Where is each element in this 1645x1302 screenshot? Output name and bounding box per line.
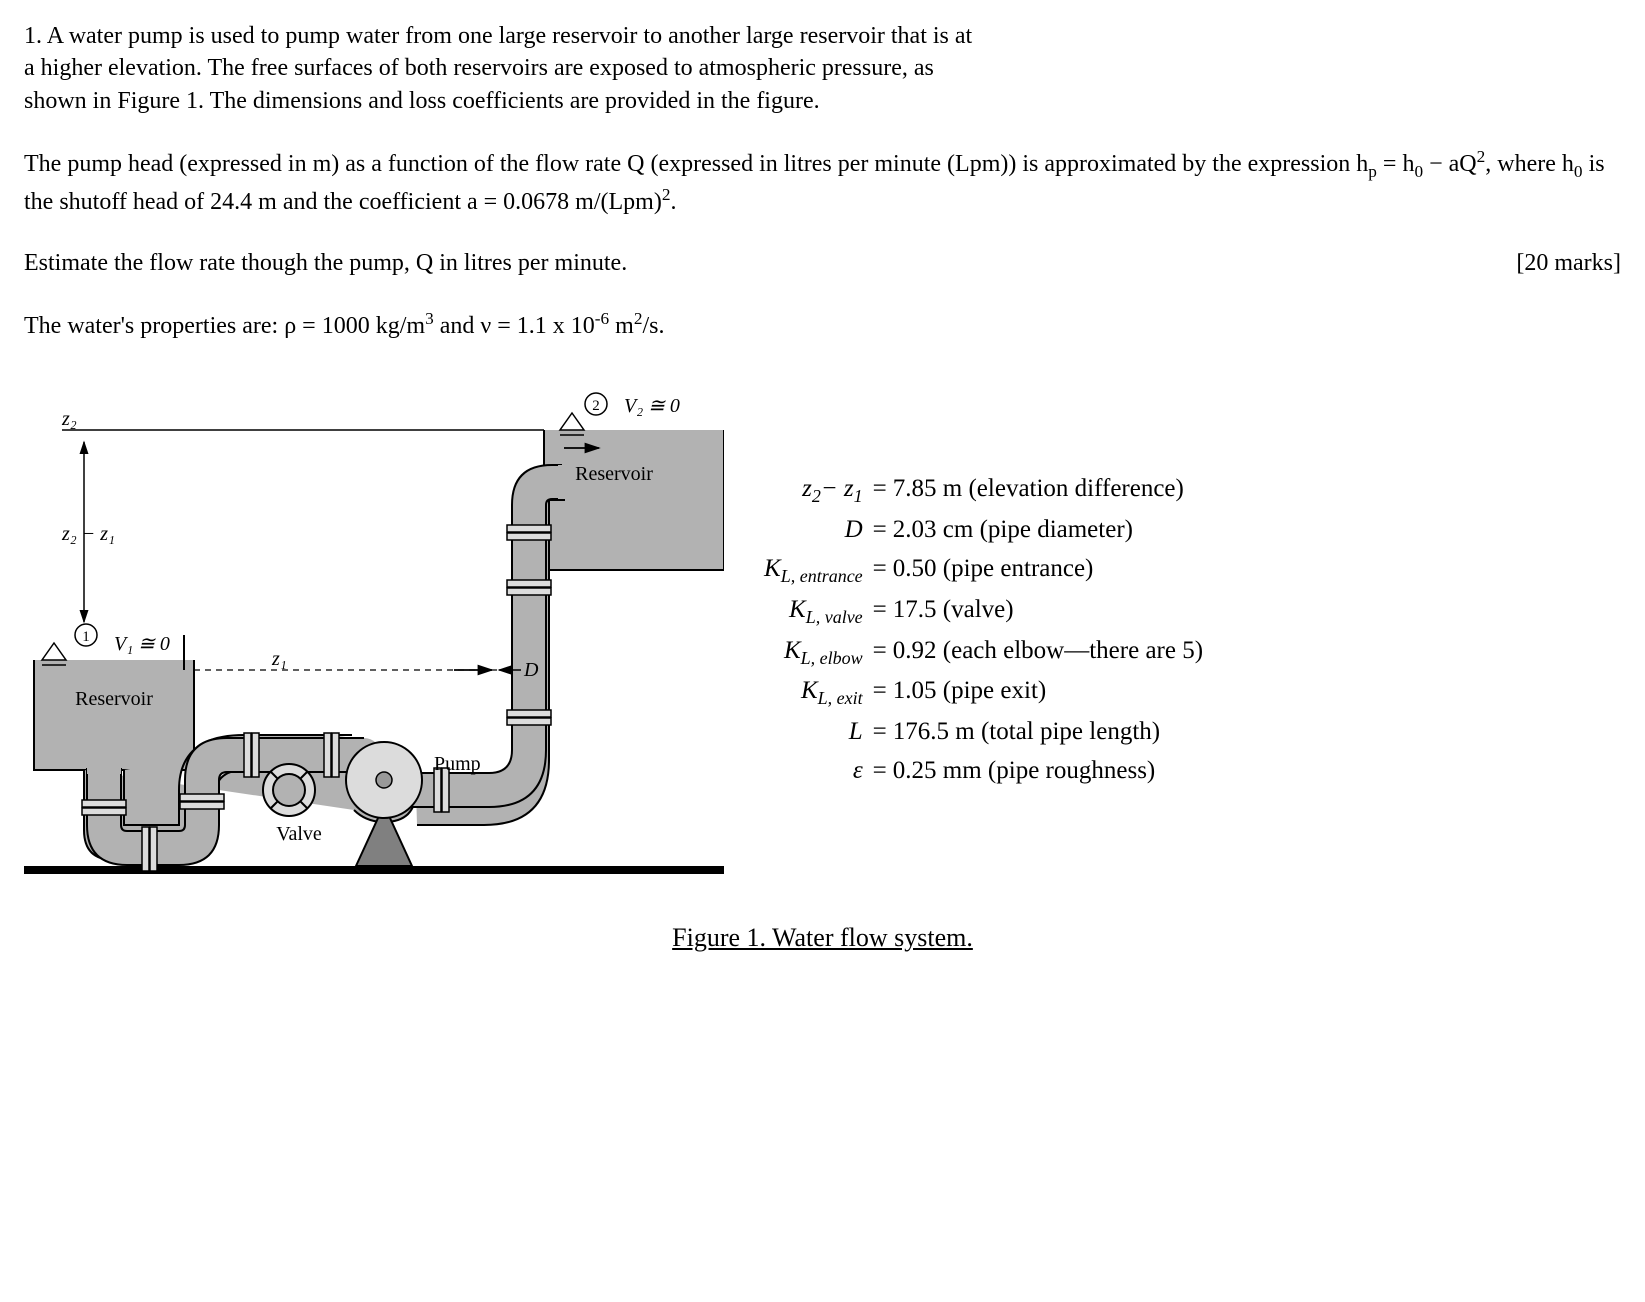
v1-label: V₁ ≅ 0 <box>114 633 170 655</box>
problem-properties: The water's properties are: ρ = 1000 kg/… <box>24 307 1621 342</box>
svg-text:D: D <box>523 659 539 681</box>
param-row: KL, elbow=0.92 (each elbow—there are 5) <box>764 632 1209 673</box>
param-row: KL, entrance=0.50 (pipe entrance) <box>764 550 1209 591</box>
problem-paragraph-2: The pump head (expressed in m) as a func… <box>24 145 1621 219</box>
marks: [20 marks] <box>1492 247 1621 279</box>
parameter-list: z2− z1=7.85 m (elevation difference)D=2.… <box>764 470 1621 791</box>
lower-reservoir: Reservoir <box>34 643 194 770</box>
figure-caption: Figure 1. Water flow system. <box>24 920 1621 955</box>
figure-area: Reservoir 1 V₁ ≅ 0 z₁ z₂ z₂ − z₁ Reservo… <box>24 370 1621 890</box>
svg-text:Pump: Pump <box>434 753 481 775</box>
param-row: KL, exit=1.05 (pipe exit) <box>764 672 1209 713</box>
z2-z1-label: z₂ − z₁ <box>61 523 115 545</box>
water-system-diagram: Reservoir 1 V₁ ≅ 0 z₁ z₂ z₂ − z₁ Reservo… <box>24 370 724 890</box>
problem-paragraph-1: 1. A water pump is used to pump water fr… <box>24 20 1621 117</box>
reservoir-label-upper: Reservoir <box>575 463 653 485</box>
param-row: KL, valve=17.5 (valve) <box>764 591 1209 632</box>
v2-label: V₂ ≅ 0 <box>624 395 680 417</box>
svg-text:1: 1 <box>82 629 90 645</box>
reservoir-label-lower: Reservoir <box>75 688 153 710</box>
problem-number: 1. <box>24 23 42 49</box>
param-row: D=2.03 cm (pipe diameter) <box>764 511 1209 550</box>
svg-text:Valve: Valve <box>276 823 322 845</box>
z2-label: z₂ <box>61 408 77 430</box>
svg-text:2: 2 <box>592 398 600 414</box>
param-row: z2− z1=7.85 m (elevation difference) <box>764 470 1209 511</box>
param-row: L=176.5 m (total pipe length) <box>764 713 1209 752</box>
upper-reservoir: Reservoir <box>544 413 724 570</box>
param-row: ε=0.25 mm (pipe roughness) <box>764 752 1209 791</box>
problem-question: Estimate the flow rate though the pump, … <box>24 247 627 279</box>
z1-label: z₁ <box>271 648 287 670</box>
problem-question-row: Estimate the flow rate though the pump, … <box>24 247 1621 279</box>
